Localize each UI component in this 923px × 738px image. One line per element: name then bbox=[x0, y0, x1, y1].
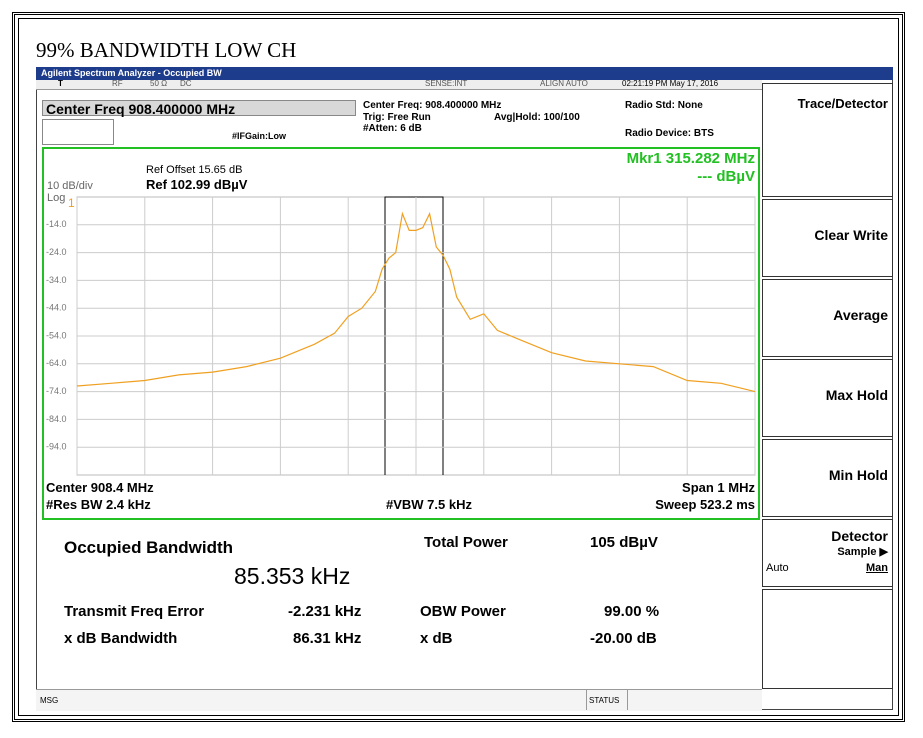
msg: MSG bbox=[40, 696, 59, 705]
status-bar bbox=[36, 80, 762, 90]
freq-error-label: Transmit Freq Error bbox=[64, 603, 205, 620]
softkey-empty bbox=[762, 589, 893, 689]
sense: SENSE:INT bbox=[425, 79, 468, 88]
ref-level: Ref 102.99 dBµV bbox=[146, 177, 248, 192]
freq-error-value: -2.231 kHz bbox=[288, 603, 362, 620]
span-label: Span 1 MHz bbox=[682, 480, 755, 495]
marker-value: --- dBµV bbox=[697, 168, 755, 185]
softkey-clear-write[interactable]: Clear Write bbox=[762, 199, 893, 277]
softkey-auto: Auto bbox=[766, 562, 789, 574]
softkey-label: Max Hold bbox=[825, 387, 888, 403]
setting-center: Center Freq: 908.400000 MHz bbox=[363, 100, 502, 111]
status-cell bbox=[586, 689, 628, 710]
trace-number: 1 bbox=[68, 196, 75, 210]
outer-frame bbox=[12, 12, 905, 722]
xdb-bw-label: x dB Bandwidth bbox=[64, 630, 178, 647]
datetime: 02:21:19 PM May 17, 2016 bbox=[622, 79, 719, 88]
plot-frame bbox=[42, 147, 760, 520]
softkey-label: Detector bbox=[831, 528, 888, 544]
softkey-max-hold[interactable]: Max Hold bbox=[762, 359, 893, 437]
trig: T bbox=[58, 79, 63, 88]
softkey-min-hold[interactable]: Min Hold bbox=[762, 439, 893, 517]
impedance: 50 Ω bbox=[150, 79, 168, 88]
status-label: STATUS bbox=[589, 696, 620, 705]
softkey-label: Average bbox=[833, 307, 888, 323]
softkey-man: Man bbox=[866, 562, 888, 574]
softkey-label: Min Hold bbox=[828, 467, 888, 483]
rf: RF bbox=[112, 79, 123, 88]
coupling: DC bbox=[180, 79, 192, 88]
scale: 10 dB/div bbox=[47, 180, 93, 192]
softkey-menu: Trace/Detector bbox=[762, 83, 893, 197]
setting-avg: Avg|Hold: 100/100 bbox=[494, 112, 580, 123]
inner-frame bbox=[18, 18, 899, 716]
window-title: Agilent Spectrum Analyzer - Occupied BW bbox=[36, 67, 893, 80]
center-freq-box[interactable]: Center Freq 908.400000 MHz bbox=[42, 100, 356, 117]
softkey-menu-label: Trace/Detector bbox=[797, 96, 888, 111]
softkey-detector[interactable]: Detector Sample ▶ Auto Man bbox=[762, 519, 893, 587]
page-title: 99% BANDWIDTH LOW CH bbox=[36, 38, 297, 62]
setting-trig: Trig: Free Run bbox=[363, 112, 431, 123]
obw-label: Occupied Bandwidth bbox=[64, 538, 234, 557]
setting-radio-device: Radio Device: BTS bbox=[625, 128, 714, 139]
total-power-label: Total Power bbox=[424, 534, 508, 551]
softkey-average[interactable]: Average bbox=[762, 279, 893, 357]
xdb-value: -20.00 dB bbox=[590, 630, 657, 647]
log-label: Log bbox=[47, 192, 66, 204]
obw-value: 85.353 kHz bbox=[234, 563, 351, 589]
softkey-label: Clear Write bbox=[814, 227, 888, 243]
message-bar bbox=[36, 689, 762, 711]
obw-power-label: OBW Power bbox=[420, 603, 506, 620]
obw-power-value: 99.00 % bbox=[604, 603, 660, 620]
setting-atten: #Atten: 6 dB bbox=[363, 123, 422, 134]
xdb-label: x dB bbox=[420, 630, 453, 647]
center-label: Center 908.4 MHz bbox=[46, 480, 154, 495]
res-bw: #Res BW 2.4 kHz bbox=[46, 497, 151, 512]
softkey-sample: Sample ▶ bbox=[837, 546, 888, 558]
setting-ifgain: #IFGain:Low bbox=[232, 131, 286, 141]
sweep: Sweep 523.2 ms bbox=[655, 497, 755, 512]
ref-offset: Ref Offset 15.65 dB bbox=[146, 164, 243, 176]
marker: Mkr1 315.282 MHz bbox=[626, 150, 755, 167]
align: ALIGN AUTO bbox=[540, 79, 588, 88]
setting-radio-std: Radio Std: None bbox=[625, 100, 703, 111]
total-power-value: 105 dBµV bbox=[590, 534, 658, 551]
vbw: #VBW 7.5 kHz bbox=[386, 497, 472, 512]
entry-box bbox=[42, 119, 114, 145]
xdb-bw-value: 86.31 kHz bbox=[293, 630, 362, 647]
